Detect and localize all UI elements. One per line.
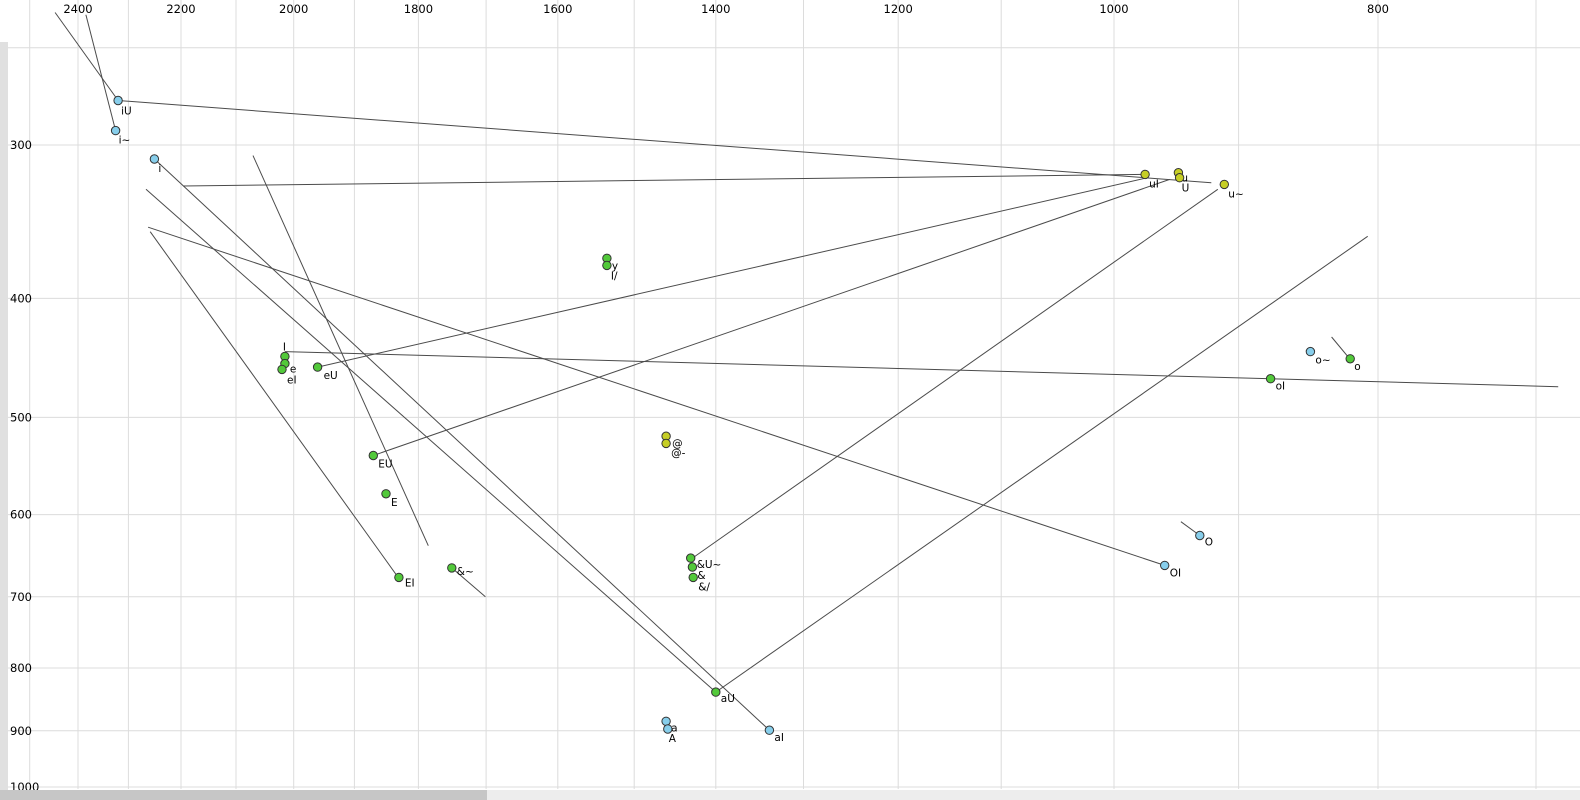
- vowel-point-&[interactable]: [687, 562, 698, 572]
- vowel-point-OI[interactable]: [1160, 560, 1170, 571]
- vowel-point-u~[interactable]: [1219, 179, 1230, 190]
- x-tick-label-1400: 1400: [701, 2, 730, 16]
- vowel-point-i~[interactable]: [110, 125, 121, 136]
- vowel-label-a: a: [671, 722, 677, 734]
- vowel-point-o~[interactable]: [1305, 346, 1316, 357]
- vowel-label-eU: eU: [324, 370, 338, 382]
- y-tick-label-400: 400: [10, 291, 32, 305]
- trajectory-ae-nasal-tail: [451, 567, 486, 598]
- vowel-label-i: i: [158, 163, 161, 175]
- y-tick-label-700: 700: [10, 590, 32, 604]
- vowel-label-OI: OI: [1170, 567, 1181, 579]
- trajectory-aU-to-back: [715, 235, 1368, 693]
- x-tick-label-1600: 1600: [543, 2, 572, 16]
- vowel-point-&U~[interactable]: [686, 553, 696, 563]
- vowel-label-eI: eI: [287, 374, 297, 386]
- vowel-point-E[interactable]: [381, 489, 391, 499]
- vowel-point-@-[interactable]: [661, 438, 671, 449]
- trajectory-eU-to-U: [317, 177, 1148, 368]
- y-tick-label-900: 900: [10, 724, 32, 738]
- vowel-label-o: o: [1354, 361, 1360, 373]
- vowel-label-u~: u~: [1228, 188, 1243, 200]
- vowel-point-A[interactable]: [663, 724, 673, 734]
- trajectory-EU-to-U: [373, 178, 1170, 456]
- vowel-label-&U~: &U~: [697, 559, 722, 571]
- vowel-label-E: E: [391, 497, 398, 509]
- vowel-point-EI[interactable]: [394, 572, 404, 583]
- vertical-scrollbar[interactable]: [0, 42, 8, 790]
- trajectory-EI-to-front: [149, 231, 399, 578]
- trajectory-aU-to-front: [145, 188, 717, 693]
- vowel-label-aU: aU: [721, 693, 735, 705]
- vowel-label-&~: &~: [457, 566, 474, 578]
- vowel-label-&: &: [697, 570, 705, 582]
- x-tick-label-800: 800: [1367, 2, 1389, 16]
- x-tick-label-1000: 1000: [1099, 2, 1128, 16]
- trajectory-i-nasal-tail: [85, 14, 117, 131]
- x-tick-label-1800: 1800: [404, 2, 433, 16]
- trajectory-oI-to-front: [284, 351, 1559, 388]
- vowel-label-aI: aI: [774, 732, 784, 744]
- vowel-label-EU: EU: [378, 459, 392, 471]
- vowel-point-I/[interactable]: [602, 260, 612, 271]
- vowel-label-iU: iU: [121, 106, 132, 118]
- vowel-label-uI: uI: [1149, 178, 1159, 190]
- vowel-point-iU[interactable]: [113, 95, 123, 106]
- vowel-point-o[interactable]: [1345, 354, 1355, 364]
- horizontal-scrollbar-thumb[interactable]: [0, 790, 487, 800]
- vowel-point-&/[interactable]: [688, 572, 698, 583]
- vowel-point-U[interactable]: [1174, 173, 1185, 183]
- vowel-point-aU[interactable]: [711, 687, 721, 697]
- vowel-point-i[interactable]: [149, 154, 160, 164]
- y-tick-label-300: 300: [10, 138, 32, 152]
- vowel-label-I: I: [283, 341, 286, 353]
- vowel-label-@: @: [672, 438, 683, 450]
- vowel-point-aI[interactable]: [764, 725, 775, 735]
- vowel-point-eU[interactable]: [312, 362, 323, 372]
- trajectory-aI-to-i: [154, 158, 770, 731]
- vowel-label-o~: o~: [1315, 355, 1330, 367]
- trajectory-front-diagonal: [252, 155, 429, 546]
- x-tick-label-1200: 1200: [884, 2, 913, 16]
- vowel-label-u: u: [1181, 173, 1188, 185]
- y-tick-label-600: 600: [10, 508, 32, 522]
- x-tick-label-2000: 2000: [279, 2, 308, 16]
- trajectory-uI-to-i: [183, 173, 1146, 187]
- vowel-label-U: U: [1182, 183, 1190, 195]
- trajectory-aeU-to-u~: [692, 188, 1219, 559]
- vowel-point-O[interactable]: [1195, 530, 1205, 541]
- vowel-point-&~[interactable]: [447, 563, 457, 573]
- vowel-point-uI[interactable]: [1140, 169, 1150, 180]
- y-tick-label-500: 500: [10, 410, 32, 424]
- vowel-point-EU[interactable]: [368, 450, 378, 461]
- trajectory-iU-tail: [54, 12, 119, 101]
- y-tick-label-800: 800: [10, 661, 32, 675]
- vowel-label-A: A: [669, 733, 677, 745]
- vowel-label-oI: oI: [1276, 381, 1286, 393]
- vowel-label-I/: I/: [611, 270, 618, 282]
- vowel-label-&/: &/: [698, 581, 710, 593]
- vowel-point-eI[interactable]: [277, 364, 287, 375]
- trajectory-OI-to-front: [147, 226, 1165, 566]
- vowel-label-y: y: [612, 260, 618, 272]
- x-tick-label-2200: 2200: [166, 2, 195, 16]
- vowel-label-O: O: [1205, 537, 1213, 549]
- vowel-label-i~: i~: [119, 135, 131, 147]
- vowel-point-a[interactable]: [661, 716, 671, 726]
- trajectory-iU-to-U: [118, 100, 1212, 184]
- vowel-label-EI: EI: [405, 577, 415, 589]
- x-tick-label-2400: 2400: [63, 2, 92, 16]
- horizontal-scrollbar[interactable]: [0, 790, 1580, 800]
- vowel-point-oI[interactable]: [1265, 374, 1276, 384]
- vowel-label-@-: @-: [671, 447, 686, 459]
- vowel-label-e: e: [290, 364, 296, 376]
